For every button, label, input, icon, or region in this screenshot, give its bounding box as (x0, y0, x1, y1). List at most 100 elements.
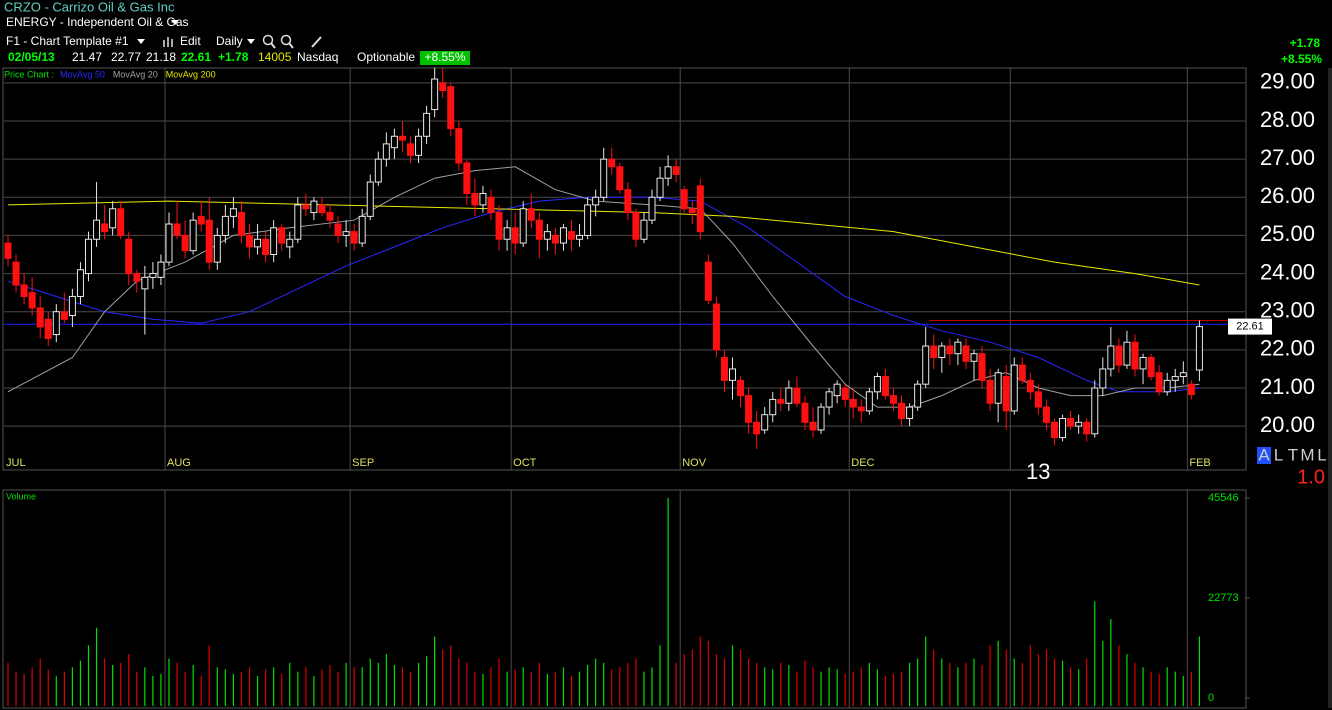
candle-body (398, 135, 406, 141)
candle-body (777, 398, 785, 404)
dropdown-arrow[interactable] (171, 20, 179, 25)
candle-body (28, 292, 36, 309)
candle-body (68, 295, 76, 317)
candle-body (455, 128, 463, 164)
candle-body (310, 200, 318, 214)
candle-body (1123, 341, 1131, 366)
quote-change: +1.78 (218, 50, 249, 64)
candle-body (60, 311, 68, 320)
candle-body (463, 162, 471, 194)
candle-body (656, 177, 664, 198)
legend-entry: MovAvg 50 (60, 69, 105, 79)
candle-body (664, 166, 672, 179)
candle-body (543, 231, 551, 240)
mode-button[interactable]: L (1274, 445, 1283, 464)
symbol-title[interactable]: CRZO - Carrizo Oil & Gas Inc (4, 0, 175, 14)
candle-body (809, 421, 817, 431)
quote-change-pct: +8.55% (424, 50, 465, 64)
edit-button[interactable]: Edit (180, 34, 201, 48)
candle-body (358, 215, 366, 244)
candle-body (873, 376, 881, 393)
mode-highlight (1257, 447, 1271, 464)
candle-body (471, 192, 479, 206)
candle-body (1179, 372, 1187, 378)
mode-button[interactable]: T (1288, 445, 1298, 464)
candle-body (849, 398, 857, 408)
candle-body (1171, 376, 1179, 381)
candle-body (1163, 379, 1171, 393)
moving-average (7, 196, 1200, 393)
candle-body (254, 238, 262, 248)
dropdown-arrow[interactable] (247, 39, 255, 44)
quote-date: 02/05/13 (8, 50, 55, 64)
template[interactable]: F1 - Chart Template #1 (6, 34, 129, 48)
candle-body (576, 234, 584, 240)
candle-body (246, 234, 253, 248)
edit-icon[interactable] (163, 37, 173, 47)
candle-body (608, 158, 616, 168)
candle-body (519, 208, 527, 244)
candle-body (197, 215, 205, 225)
mode-button[interactable]: A (1258, 445, 1270, 464)
candle-body (745, 395, 753, 423)
candle-body (1115, 345, 1123, 366)
candle-body (503, 227, 511, 240)
month-label: FEB (1189, 457, 1210, 469)
year-label: 13 (1026, 459, 1050, 484)
zoom-in[interactable] (262, 34, 276, 49)
volume-tick-label: 22773 (1208, 592, 1239, 604)
candle-body (761, 414, 769, 431)
candle-body (326, 212, 334, 221)
candle-body (551, 234, 559, 244)
candle-body (841, 387, 849, 400)
mode-button[interactable]: M (1300, 445, 1314, 464)
quote-low: 21.18 (146, 50, 176, 64)
draw-tool[interactable] (311, 36, 322, 48)
candle-body (1051, 421, 1058, 439)
month-label: SEP (352, 457, 374, 469)
quote-volume: 14005 (258, 50, 292, 64)
candle-body (1099, 368, 1107, 389)
candle-body (568, 231, 575, 240)
candle-body (439, 82, 447, 92)
candle-body (1002, 376, 1010, 412)
candle-body (157, 261, 165, 278)
candle-body (648, 196, 656, 221)
candle-body (930, 345, 938, 358)
y-tick-label: 28.00 (1260, 107, 1315, 132)
mode-button[interactable]: L (1317, 445, 1326, 464)
candle-body (213, 234, 221, 263)
candle-body (592, 196, 600, 206)
candle-body (229, 208, 237, 217)
candle-body (334, 223, 342, 236)
right-change: +1.78 (1290, 36, 1321, 50)
sector[interactable]: ENERGY - Independent Oil & Gas (6, 15, 189, 29)
candle-body (390, 135, 398, 149)
candle-body (1131, 341, 1139, 370)
candle-body (366, 181, 374, 217)
price-tag: 22.61 (1236, 320, 1264, 332)
candle-body (1059, 418, 1067, 439)
candle-body (415, 135, 423, 156)
y-tick-label: 25.00 (1260, 221, 1315, 246)
candle-body (801, 402, 809, 423)
candle-body (278, 227, 286, 244)
candle-body (712, 303, 720, 351)
candle-body (117, 208, 125, 236)
zoom-out[interactable] (280, 34, 294, 49)
dropdown-arrow[interactable] (137, 39, 145, 44)
candle-body (407, 143, 414, 156)
scrollbar (1328, 68, 1332, 708)
candle-body (857, 406, 865, 412)
interval[interactable]: Daily (216, 34, 243, 48)
candle-body (487, 196, 495, 214)
scale-factor: 1.0 (1297, 466, 1325, 488)
month-label: OCT (513, 457, 537, 469)
candle-body (20, 284, 28, 297)
candle-body (1026, 379, 1034, 393)
price-tag-box (1228, 318, 1272, 335)
candle-body (286, 238, 294, 248)
candle-body (938, 345, 946, 358)
month-label: NOV (682, 457, 707, 469)
